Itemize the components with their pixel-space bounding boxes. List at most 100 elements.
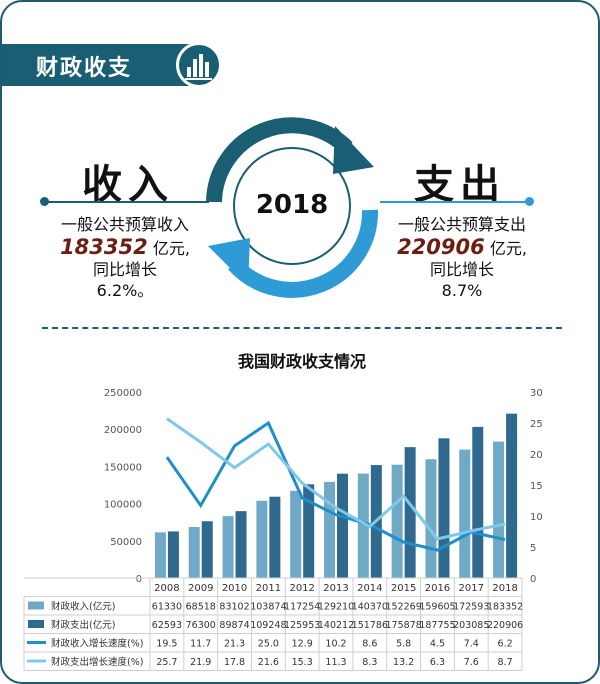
x-tick-label: 2010 [222,583,247,594]
bar-expense [472,426,484,578]
x-tick-label: 2016 [425,583,450,594]
line-expense-growth [166,417,506,541]
expense-label: 支出 [414,162,506,208]
y-left-tick-label: 200000 [104,425,142,436]
data-label: 6.2 [498,639,513,650]
bar-expense [404,447,416,578]
x-tick-label: 2017 [459,583,484,594]
data-label: 159605 [419,602,455,613]
data-label: 10.2 [325,639,346,650]
bar-income [425,459,437,578]
data-label: 172593 [453,602,489,613]
data-label: 103874 [250,602,286,613]
data-label: 11.7 [190,639,211,650]
income-line1: 一般公共预算收入 [60,215,189,234]
y-left-tick-label: 50000 [110,537,142,548]
data-label: 7.4 [464,639,479,650]
expense-description: 一般公共预算支出 220906 亿元, 同比增长 8.7% [382,214,542,301]
bar-expense [235,511,247,578]
data-label: 19.5 [156,639,177,650]
y-right-tick-label: 0 [530,574,536,585]
data-label: 8.7 [498,657,513,668]
x-tick-label: 2008 [154,583,179,594]
x-tick-label: 2018 [492,583,517,594]
legend-swatch [28,601,44,610]
income-unit: 亿元, [147,239,190,258]
data-label: 151786 [352,620,388,631]
bar-expense [201,521,213,578]
x-tick-label: 2012 [289,583,314,594]
center-year: 2018 [255,190,329,220]
expense-divider [380,201,530,203]
data-label: 4.5 [430,639,445,650]
section-separator [42,327,562,329]
y-right-tick-label: 10 [530,512,543,523]
expense-unit: 亿元, [484,239,527,258]
bar-income [222,516,234,578]
data-label: 140370 [352,602,388,613]
data-label: 109248 [250,620,286,631]
y-right-tick-label: 20 [530,450,543,461]
data-label: 129210 [318,602,354,613]
x-tick-label: 2013 [323,583,348,594]
bar-income [459,449,471,578]
x-tick-label: 2014 [357,583,382,594]
data-label: 15.3 [292,657,313,668]
data-label: 25.0 [258,639,279,650]
data-label: 6.3 [430,657,445,668]
legend-label: 财政支出(亿元) [51,619,115,631]
expense-dot [525,197,534,206]
x-tick-label: 2015 [391,583,416,594]
legend-label: 财政支出增长速度(%) [51,656,143,668]
data-label: 140212 [318,620,354,631]
data-label: 17.8 [224,657,245,668]
data-label: 152269 [386,602,422,613]
y-left-tick-label: 0 [136,574,142,585]
bar-income [357,473,369,578]
data-label: 61330 [152,602,182,613]
data-label: 83102 [219,602,249,613]
legend-label: 财政收入增长速度(%) [51,638,143,650]
data-label: 13.2 [393,657,414,668]
expense-amount: 220906 [397,235,485,259]
y-left-tick-label: 150000 [104,462,142,473]
y-left-tick-label: 250000 [104,388,142,399]
y-right-tick-label: 30 [530,388,543,399]
data-label: 8.6 [362,639,377,650]
bar-income [188,527,200,578]
bar-income [290,490,302,578]
income-description: 一般公共预算收入 183352 亿元, 同比增长 6.2%。 [40,214,210,301]
data-label: 76300 [186,620,216,631]
expense-line4: 8.7% [441,281,483,300]
data-label: 183352 [487,602,523,613]
y-right-tick-label: 25 [530,419,543,430]
data-label: 187755 [419,620,455,631]
data-label: 5.8 [396,639,411,650]
income-line3: 同比增长 [92,260,157,279]
data-label: 8.3 [362,657,377,668]
bar-income [391,464,403,578]
legend-swatch [28,620,44,628]
income-dot [40,197,49,206]
header-title: 财政收支 [36,56,133,81]
income-line4: 6.2%。 [96,281,154,300]
data-label: 12.9 [292,639,313,650]
line-income-growth [165,420,506,552]
bar-expense [269,496,281,578]
y-left-tick-label: 100000 [104,500,142,511]
data-label: 21.9 [190,657,211,668]
data-label: 21.6 [258,657,279,668]
y-right-tick-label: 5 [530,543,536,554]
expense-line1: 一般公共预算支出 [397,215,526,234]
bar-chart-icon [176,42,222,88]
data-label: 25.7 [156,657,177,668]
data-label: 203085 [453,620,489,631]
data-label: 21.3 [224,639,245,650]
data-label: 68518 [186,602,216,613]
y-right-tick-label: 15 [530,481,543,492]
fiscal-chart: 0 50000 100000 150000 200000 250000 0 5 10 15 20 25… [23,388,543,671]
bar-expense [438,438,450,578]
data-label: 62593 [152,620,182,631]
